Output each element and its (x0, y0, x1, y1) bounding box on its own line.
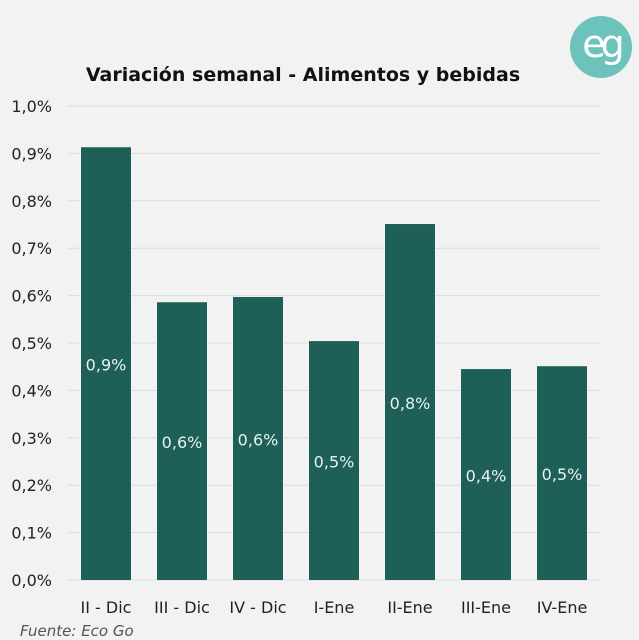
x-tick-label: IV-Ene (537, 598, 588, 617)
data-label: 0,6% (238, 431, 279, 450)
y-tick-label: 0,0% (11, 571, 52, 590)
data-label: 0,4% (466, 467, 507, 486)
bar (309, 341, 359, 580)
source-note: Fuente: Eco Go (20, 622, 134, 640)
bar (157, 302, 207, 580)
chart-title: Variación semanal - Alimentos y bebidas (86, 64, 520, 86)
x-tick-label: II-Ene (387, 598, 432, 617)
y-tick-label: 0,7% (11, 239, 52, 258)
bar (81, 147, 131, 580)
y-tick-label: 0,9% (11, 144, 52, 163)
bar (461, 369, 511, 580)
y-tick-label: 0,1% (11, 524, 52, 543)
ecogo-logo: eg (570, 16, 632, 78)
x-tick-label: III - Dic (154, 598, 210, 617)
x-tick-label: III-Ene (461, 598, 511, 617)
y-tick-label: 0,6% (11, 287, 52, 306)
data-label: 0,8% (390, 394, 431, 413)
y-tick-label: 0,3% (11, 429, 52, 448)
bar (385, 224, 435, 580)
bar (233, 297, 283, 580)
x-tick-label: I-Ene (314, 598, 355, 617)
bar (537, 366, 587, 580)
y-tick-label: 0,4% (11, 381, 52, 400)
data-label: 0,6% (162, 433, 203, 452)
data-label: 0,5% (314, 453, 355, 472)
y-tick-label: 0,5% (11, 334, 52, 353)
data-label: 0,9% (86, 356, 127, 375)
data-label: 0,5% (542, 465, 583, 484)
y-tick-label: 1,0% (11, 97, 52, 116)
x-tick-label: IV - Dic (229, 598, 286, 617)
y-tick-label: 0,8% (11, 192, 52, 211)
y-tick-label: 0,2% (11, 476, 52, 495)
x-tick-label: II - Dic (81, 598, 132, 617)
